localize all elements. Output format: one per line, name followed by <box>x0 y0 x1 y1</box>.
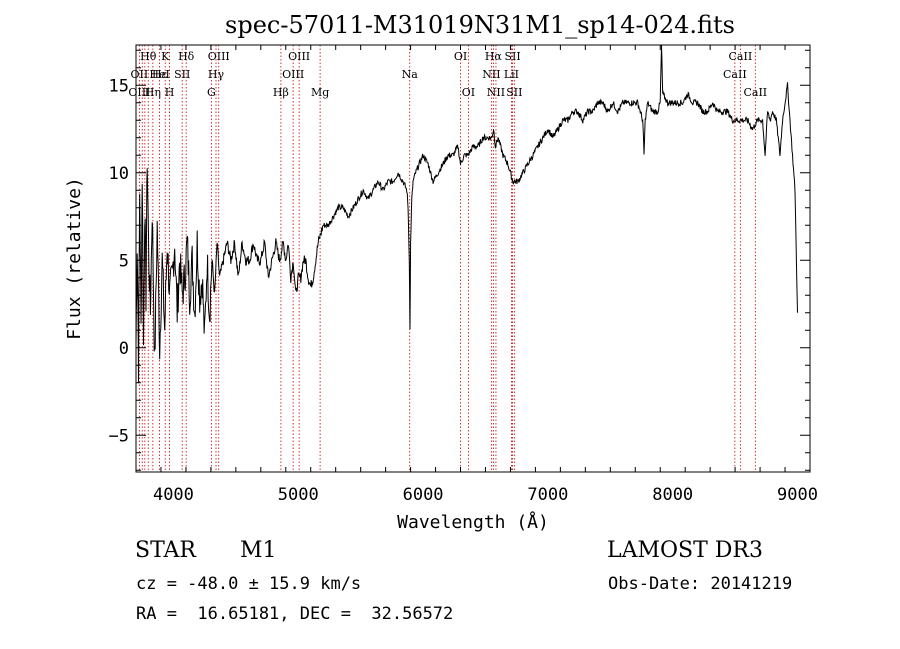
y-axis-label: Flux (relative) <box>64 177 85 340</box>
line-label: Mg <box>311 86 329 99</box>
line-label: G <box>207 86 216 99</box>
line-label: CaII <box>729 50 753 63</box>
line-label: Hη <box>145 86 161 99</box>
x-tick-label: 9000 <box>777 485 818 505</box>
line-label: SII <box>506 86 522 99</box>
object-type: STAR <box>135 538 196 563</box>
x-tick-label: 8000 <box>652 485 693 505</box>
coordinates: RA = 16.65181, DEC = 32.56572 <box>136 604 454 624</box>
line-label: Hγ <box>208 68 225 81</box>
line-label: OIII <box>208 50 230 63</box>
spectral-line-labels: Hθ OII OIII K Hε Hη HeI H Hδ SII OIII Hγ G OIII OIII Hβ… <box>128 50 767 99</box>
x-tick-label: 7000 <box>527 485 568 505</box>
line-label: OIII <box>288 50 310 63</box>
line-label: OII <box>131 68 149 81</box>
y-tick-label: 0 <box>119 339 129 359</box>
line-label: CaII <box>723 68 747 81</box>
y-tick-label: 5 <box>119 251 129 271</box>
x-tick-label: 6000 <box>403 485 444 505</box>
x-tick-label: 5000 <box>278 485 319 505</box>
tick-labels: 4000 5000 6000 7000 8000 9000 −5 0 5 10 15 <box>109 76 818 505</box>
y-tick-label: 15 <box>109 76 129 96</box>
line-label: SII <box>504 50 520 63</box>
spectrum-series-line <box>135 44 798 384</box>
line-label: H <box>165 86 175 99</box>
chart-title: spec-57011-M31019N31M1_sp14-024.fits <box>225 11 735 39</box>
line-label: LiI <box>504 68 519 81</box>
line-label: SII <box>174 68 190 81</box>
observation-date: Obs-Date: 20141219 <box>608 574 793 594</box>
line-label: HeI <box>149 68 169 81</box>
spectral-line-markers <box>138 45 756 472</box>
spectral-class: M1 <box>240 538 277 563</box>
line-label: Hε <box>152 68 168 81</box>
line-label: Hθ <box>140 50 157 63</box>
survey-name: LAMOST DR3 <box>607 538 763 563</box>
line-label: Na <box>402 68 419 81</box>
line-label: CaII <box>743 86 767 99</box>
plot-frame <box>135 44 811 473</box>
y-tick-label: −5 <box>109 426 129 446</box>
y-tick-label: 10 <box>109 164 129 184</box>
line-label: NII <box>487 86 505 99</box>
line-label: K <box>161 50 170 63</box>
line-label: NII <box>482 68 500 81</box>
line-label: Hδ <box>178 50 195 63</box>
x-tick-label: 4000 <box>153 485 194 505</box>
x-axis-label: Wavelength (Å) <box>397 511 549 533</box>
line-label: OI <box>454 50 467 63</box>
line-label: OIII <box>128 86 150 99</box>
line-label: OIII <box>282 68 304 81</box>
line-label: OI <box>462 86 475 99</box>
redshift-velocity: cz = -48.0 ± 15.9 km/s <box>136 574 362 594</box>
line-label: Hα <box>485 50 503 63</box>
line-label: Hβ <box>273 86 289 99</box>
